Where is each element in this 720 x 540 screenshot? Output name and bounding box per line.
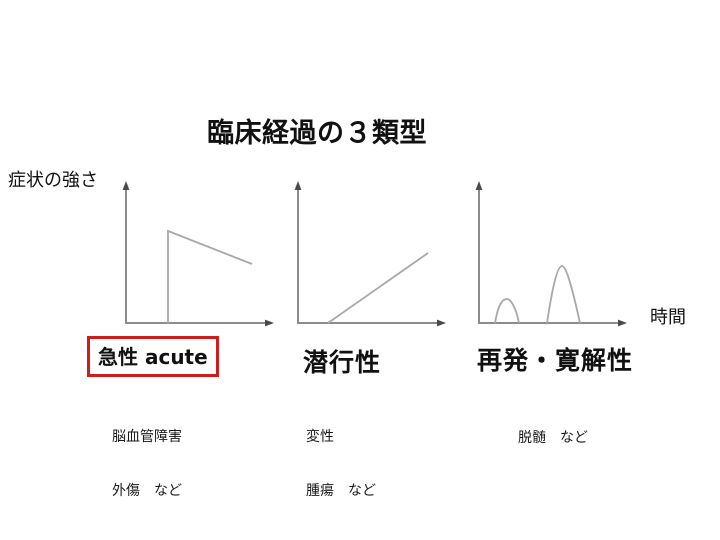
y-axis-label: 症状の強さ [8, 170, 98, 191]
examples-relapsing: 脱髄 など [518, 393, 588, 483]
acute-x-arrow-icon [265, 319, 274, 327]
label-acute: 急性 acute [98, 345, 208, 369]
relapsing-remitting-curve [494, 265, 581, 324]
example-line: 外傷 など [112, 483, 182, 499]
example-line: 腫瘍 など [306, 483, 376, 499]
relapsing-x-arrow-icon [618, 319, 627, 327]
example-line: 脱髄 など [518, 430, 588, 446]
acute-curve [167, 229, 253, 323]
example-line: 変性 [306, 429, 334, 445]
x-axis-label: 時間 [650, 307, 686, 328]
slide-title: 臨床経過の３類型 [207, 118, 427, 149]
graph-relapsing-plot [475, 181, 627, 327]
label-box-acute: 急性 acute [87, 336, 219, 377]
label-relapsing: 再発・寛解性 [477, 346, 634, 375]
graph-acute-plot [122, 181, 274, 327]
example-line: 脳血管障害 [112, 429, 182, 445]
insidious-x-arrow-icon [437, 319, 446, 327]
insidious-curve [327, 252, 429, 324]
graph-insidious-plot [294, 181, 446, 327]
acute-y-arrow-icon [122, 181, 130, 190]
relapsing-y-arrow-icon [475, 181, 483, 190]
examples-insidious: 変性 腫瘍 など [306, 392, 376, 536]
insidious-y-arrow-icon [294, 181, 302, 190]
examples-acute: 脳血管障害 外傷 など [112, 392, 182, 536]
label-insidious: 潜行性 [303, 348, 382, 377]
